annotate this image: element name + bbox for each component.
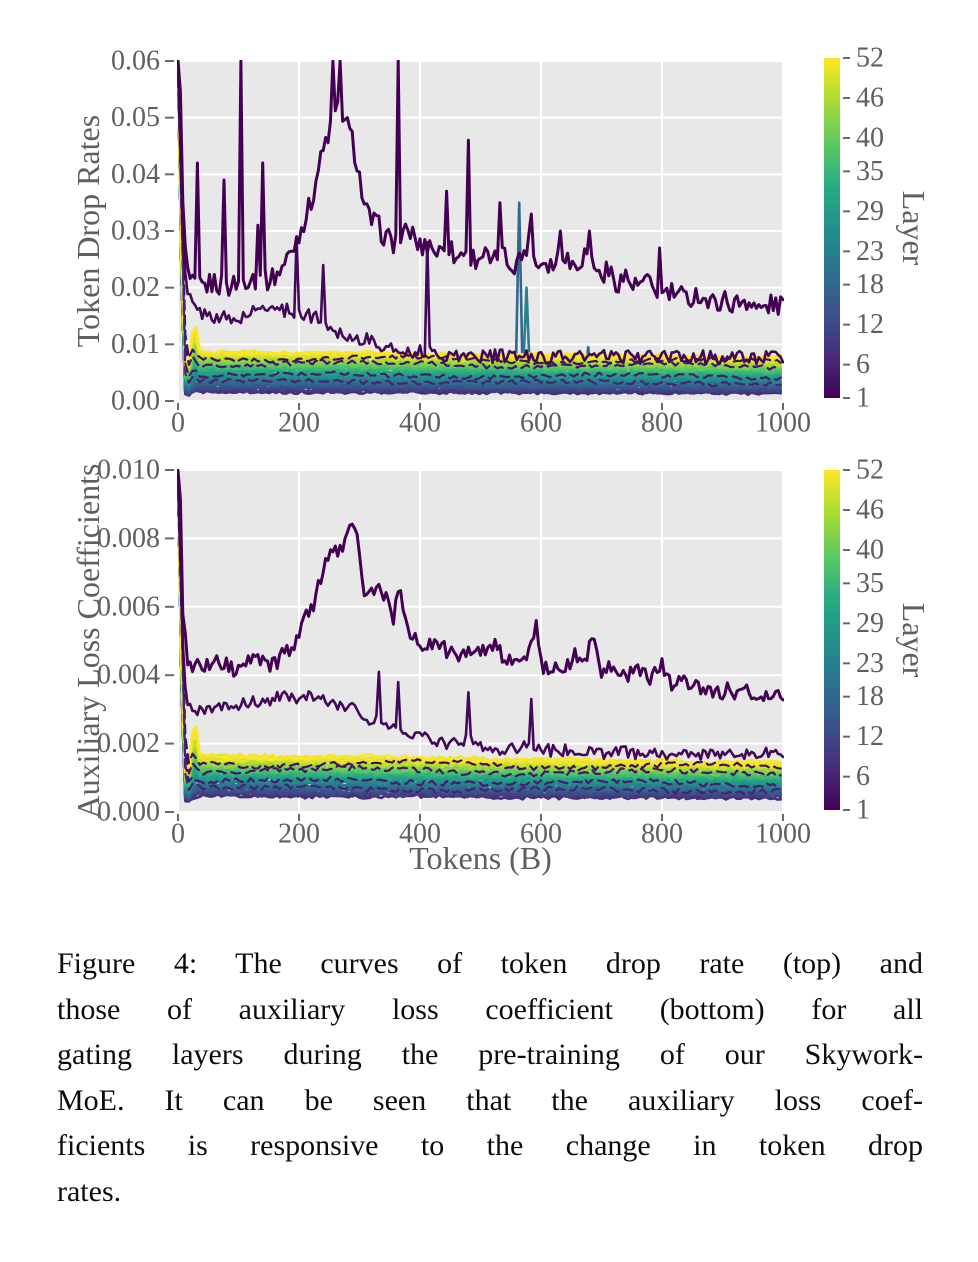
colorbar-tick-marks [843, 469, 850, 811]
y-tick-label: 0.000 [97, 797, 160, 828]
y-axis-label: Token Drop Rates [70, 115, 106, 347]
colorbar-tick-label: 23 [856, 236, 884, 267]
early-layer-dashed-line [177, 75, 782, 371]
early-layer-dashed-line [177, 65, 782, 388]
x-tick-label: 600 [520, 408, 562, 439]
x-tick-label: 400 [399, 819, 441, 850]
x-tick-label: 800 [641, 819, 683, 850]
colorbar-tick-label: 12 [856, 309, 884, 340]
x-tick-label: 0 [171, 819, 185, 850]
figure-caption: Figure 4: The curves of token drop rate … [57, 941, 923, 1214]
y-tick-label: 0.05 [111, 102, 160, 133]
colorbar-tick-label: 46 [856, 83, 884, 114]
band-layer-line [177, 470, 782, 789]
colorbar-tick-marks [843, 57, 850, 399]
colorbar-tick-label: 29 [856, 196, 884, 227]
layer-2-line [177, 469, 784, 761]
aux-loss-coefficients-chart: 0.000 0.002 0.004 0.006 0.008 0.010 0 200 400 600… [70, 455, 932, 877]
gridlines [177, 469, 784, 813]
y-tick-labels: 0.000 0.002 0.004 0.006 0.008 0.010 [97, 455, 160, 828]
series-lines [177, 469, 784, 803]
x-tick-label: 200 [278, 408, 320, 439]
x-tick-label: 800 [641, 408, 683, 439]
y-tick-label: 0.03 [111, 216, 160, 247]
layer-1-line [177, 60, 784, 316]
y-tick-label: 0.04 [111, 159, 160, 190]
caption-line: gating layers during the pre-training of… [57, 1038, 923, 1071]
y-tick-label: 0.02 [111, 272, 160, 303]
tick-marks [165, 469, 784, 821]
colorbar-tick-label: 1 [856, 383, 870, 414]
colorbar-tick-label: 29 [856, 608, 884, 639]
y-axis-label: Auxiliary Loss Coefficients [70, 464, 106, 819]
colorbar-label: Layer [896, 603, 932, 678]
colorbar-tick-label: 6 [856, 349, 870, 380]
layer-1-line [177, 469, 784, 703]
caption-line: those of auxiliary loss coefficient (bot… [57, 992, 923, 1026]
early-layer-dashed-line [177, 469, 782, 773]
y-tick-label: 0.01 [111, 329, 160, 360]
gridlines [177, 60, 784, 402]
x-axis-label: Tokens (B) [409, 840, 552, 876]
x-tick-labels: 0 200 400 600 800 1000 [171, 408, 811, 439]
x-tick-label: 1000 [755, 408, 811, 439]
x-tick-label: 1000 [755, 819, 811, 850]
caption-line: rates. [57, 1174, 122, 1208]
y-tick-label: 0.002 [97, 728, 160, 759]
colorbar-tick-label: 18 [856, 269, 884, 300]
x-tick-label: 0 [171, 408, 185, 439]
early-layer-dashed-line [177, 472, 782, 796]
colorbar-tick-label: 40 [856, 123, 884, 154]
tick-marks [165, 60, 784, 410]
x-tick-labels: 0 200 400 600 800 1000 [171, 819, 811, 850]
x-tick-label: 400 [399, 408, 441, 439]
caption-line: MoE. It can be seen that the auxiliary l… [57, 1083, 923, 1117]
colorbar-tick-label: 40 [856, 535, 884, 566]
y-tick-label: 0.008 [97, 523, 160, 554]
colorbar-gradient [824, 470, 840, 810]
colorbar-tick-label: 52 [856, 43, 884, 74]
y-tick-label: 0.010 [97, 455, 160, 486]
colorbar-tick-label: 52 [856, 455, 884, 486]
caption-line: ficients is responsive to the change in … [57, 1129, 923, 1162]
colorbar-tick-label: 35 [856, 156, 884, 187]
early-layer-dashed-line [177, 484, 782, 778]
y-tick-label: 0.006 [97, 591, 160, 622]
x-tick-label: 600 [520, 819, 562, 850]
caption-line: Figure 4: The curves of token drop rate … [57, 947, 923, 980]
colorbar-tick-label: 6 [856, 761, 870, 792]
series-lines [177, 60, 784, 397]
colorbar-tick-label: 12 [856, 721, 884, 752]
y-tick-labels: 0.00 0.01 0.02 0.03 0.04 0.05 0.06 [111, 46, 160, 417]
colorbar-tick-label: 1 [856, 795, 870, 826]
charts-figure: 0.000.010.020.030.040.050.060 200 400 600 80… [70, 43, 932, 877]
y-tick-label: 0.00 [111, 386, 160, 417]
colorbar-tick-label: 46 [856, 495, 884, 526]
layer-2-line [177, 60, 784, 366]
y-tick-label: 0.06 [111, 46, 160, 77]
y-tick-label: 0.004 [97, 660, 160, 691]
colorbar-tick-label: 23 [856, 648, 884, 679]
token-drop-rates-chart: 0.00 0.01 0.02 0.03 0.04 0.05 0.06 0 200 400 600 80… [70, 43, 932, 439]
early-layer-dashed-line [177, 491, 782, 789]
colorbar-gradient [824, 58, 840, 398]
colorbar-tick-label: 18 [856, 681, 884, 712]
colorbar-tick-label: 35 [856, 568, 884, 599]
early-layer-dashed-line [177, 77, 782, 381]
colorbar-label: Layer [896, 191, 932, 266]
x-tick-label: 200 [278, 819, 320, 850]
band-layer-line [177, 470, 782, 777]
